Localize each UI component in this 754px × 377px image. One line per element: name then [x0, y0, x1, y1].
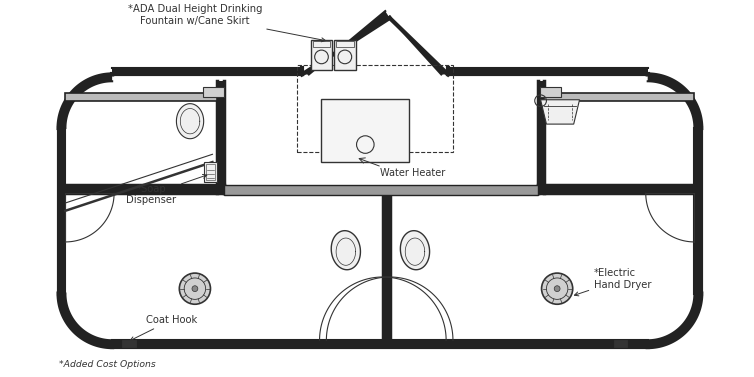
Polygon shape [648, 74, 701, 128]
Polygon shape [390, 18, 448, 74]
Polygon shape [176, 104, 204, 139]
Text: *Added Cost Options: *Added Cost Options [59, 360, 155, 369]
Polygon shape [112, 67, 302, 74]
Circle shape [192, 286, 198, 291]
Polygon shape [701, 21, 754, 74]
Polygon shape [331, 231, 360, 270]
Bar [334, 40, 356, 70]
Bar [224, 185, 538, 195]
Bar [540, 87, 561, 97]
Bar [544, 93, 694, 101]
Polygon shape [538, 81, 544, 193]
Polygon shape [538, 185, 694, 193]
Text: Water Heater: Water Heater [380, 168, 445, 178]
Bar [66, 93, 217, 101]
Bar [311, 40, 333, 70]
Bar [206, 164, 216, 179]
Polygon shape [217, 81, 224, 193]
Circle shape [554, 286, 560, 291]
Bar [614, 340, 627, 347]
Polygon shape [302, 11, 390, 74]
Bar [336, 41, 354, 47]
Text: *Soap
Dispenser: *Soap Dispenser [126, 175, 207, 205]
Polygon shape [112, 340, 648, 347]
Polygon shape [66, 185, 224, 193]
Bar [297, 65, 453, 152]
Bar [122, 340, 136, 347]
Circle shape [541, 273, 573, 304]
Polygon shape [694, 128, 701, 294]
Polygon shape [59, 74, 112, 128]
Polygon shape [383, 193, 390, 340]
Bar [321, 99, 409, 162]
Polygon shape [541, 100, 580, 124]
Polygon shape [648, 294, 701, 347]
Text: *ADA Dual Height Drinking
Fountain w/Cane Skirt: *ADA Dual Height Drinking Fountain w/Can… [127, 4, 326, 42]
Bar [203, 87, 224, 97]
Polygon shape [59, 74, 701, 347]
Polygon shape [59, 128, 66, 294]
Polygon shape [448, 67, 648, 74]
Polygon shape [5, 21, 59, 74]
Circle shape [179, 273, 210, 304]
Bar [204, 162, 217, 182]
Polygon shape [59, 294, 112, 347]
Polygon shape [400, 231, 430, 270]
Text: *Electric
Hand Dryer: *Electric Hand Dryer [575, 268, 651, 296]
Bar [313, 41, 330, 47]
Polygon shape [701, 347, 754, 377]
Polygon shape [5, 347, 59, 377]
Text: Coat Hook: Coat Hook [130, 315, 198, 340]
